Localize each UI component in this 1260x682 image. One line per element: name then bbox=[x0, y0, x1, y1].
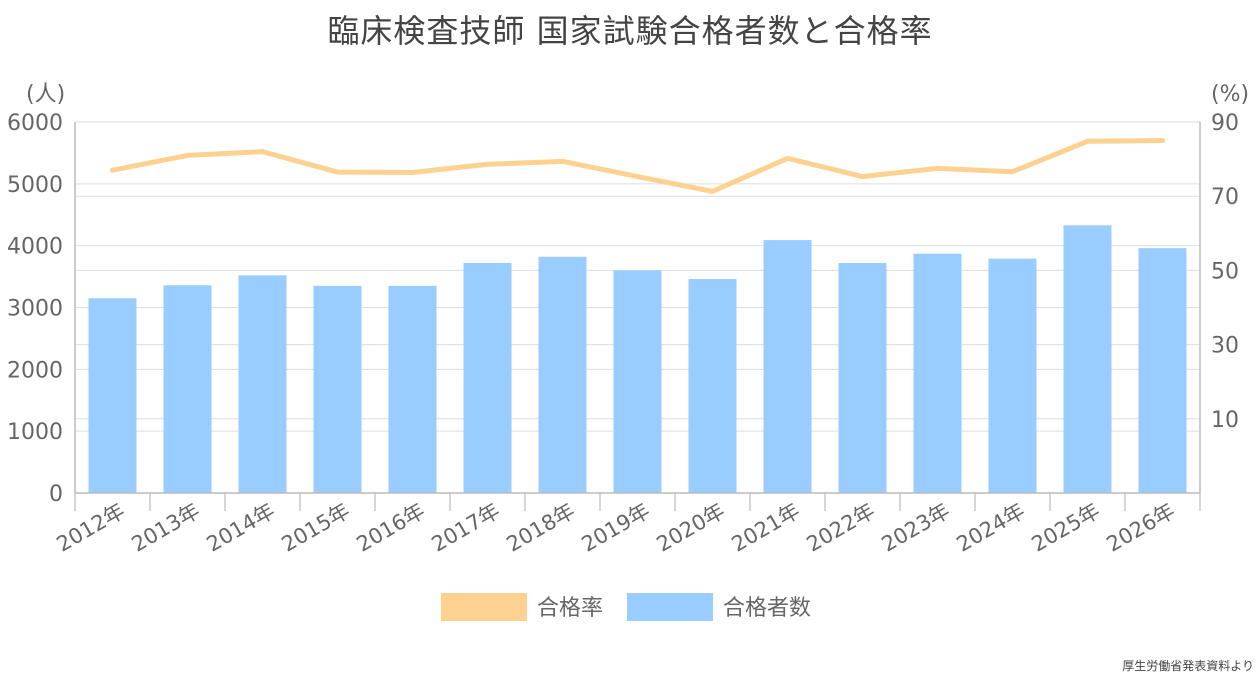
bar-2023年 bbox=[913, 253, 962, 493]
legend-label-合格率: 合格率 bbox=[537, 596, 603, 621]
y-right-unit: (%) bbox=[1211, 82, 1249, 107]
point-2017年 bbox=[485, 161, 490, 167]
point-2022年 bbox=[860, 174, 865, 180]
x-tick-label: 2014年 bbox=[203, 499, 279, 557]
x-tick-label: 2024年 bbox=[953, 499, 1029, 557]
bar-2016年 bbox=[388, 285, 437, 493]
source-note: 厚生労働省発表資料より bbox=[1122, 659, 1254, 673]
y-left-unit: (人) bbox=[26, 82, 65, 107]
y-right-tick-label: 90 bbox=[1211, 111, 1239, 136]
y-right-tick-label: 50 bbox=[1211, 259, 1239, 284]
point-2015年 bbox=[335, 169, 340, 175]
x-tick-label: 2017年 bbox=[428, 499, 504, 557]
point-2019年 bbox=[635, 174, 640, 180]
bar-series bbox=[88, 225, 1187, 494]
point-2024年 bbox=[1010, 169, 1015, 175]
point-2018年 bbox=[560, 158, 565, 164]
point-2026年 bbox=[1160, 138, 1165, 144]
bar-2024年 bbox=[988, 258, 1037, 493]
bar-2015年 bbox=[313, 285, 362, 493]
point-2016年 bbox=[410, 169, 415, 175]
x-tick-label: 2015年 bbox=[278, 499, 354, 557]
y-right-tick-label: 30 bbox=[1211, 334, 1239, 359]
x-tick-label: 2025年 bbox=[1028, 499, 1104, 557]
chart-title: 臨床検査技師 国家試験合格者数と合格率 bbox=[327, 12, 933, 50]
bar-2017年 bbox=[463, 262, 512, 493]
x-tick-label: 2023年 bbox=[878, 499, 954, 557]
line-series bbox=[110, 138, 1165, 194]
y-left-tick-label: 6000 bbox=[7, 111, 63, 136]
bar-2020年 bbox=[688, 279, 737, 493]
x-tick-label: 2018年 bbox=[503, 499, 579, 557]
y-left-tick-label: 1000 bbox=[7, 420, 63, 445]
y-left-tick-label: 3000 bbox=[7, 297, 63, 322]
bar-2012年 bbox=[88, 298, 137, 493]
y-left-tick-label: 2000 bbox=[7, 358, 63, 383]
y-right-tick-label: 70 bbox=[1211, 185, 1239, 210]
y-left-tick-label: 4000 bbox=[7, 235, 63, 260]
x-tick-label: 2022年 bbox=[803, 499, 879, 557]
point-2021年 bbox=[785, 155, 790, 161]
bar-2014年 bbox=[238, 275, 287, 493]
bar-2022年 bbox=[838, 262, 887, 493]
x-tick-label: 2012年 bbox=[53, 499, 129, 557]
legend: 合格率 合格者数 bbox=[441, 593, 811, 621]
y-left-tick-label: 0 bbox=[49, 482, 63, 507]
point-2025年 bbox=[1085, 138, 1090, 144]
y-left-tick-label: 5000 bbox=[7, 173, 63, 198]
point-2014年 bbox=[260, 149, 265, 155]
bar-2018年 bbox=[538, 256, 587, 493]
legend-swatch-合格者数 bbox=[627, 593, 713, 621]
x-tick-label: 2013年 bbox=[128, 499, 204, 557]
bar-2026年 bbox=[1138, 248, 1187, 493]
axes bbox=[74, 122, 1201, 511]
x-tick-label: 2021年 bbox=[728, 499, 804, 557]
bar-2025年 bbox=[1063, 225, 1112, 494]
x-tick-label: 2019年 bbox=[578, 499, 654, 557]
x-tick-label: 2020年 bbox=[653, 499, 729, 557]
bar-2021年 bbox=[763, 240, 812, 493]
point-2012年 bbox=[110, 167, 115, 173]
bar-2013年 bbox=[163, 285, 212, 493]
bar-2019年 bbox=[613, 270, 662, 493]
point-2023年 bbox=[935, 165, 940, 171]
legend-swatch-合格率 bbox=[441, 593, 527, 621]
x-tick-label: 2016年 bbox=[353, 499, 429, 557]
x-tick-label: 2026年 bbox=[1103, 499, 1179, 557]
y-right-tick-label: 10 bbox=[1211, 408, 1239, 433]
legend-label-合格者数: 合格者数 bbox=[723, 596, 811, 621]
point-2020年 bbox=[710, 188, 715, 194]
point-2013年 bbox=[185, 152, 190, 158]
